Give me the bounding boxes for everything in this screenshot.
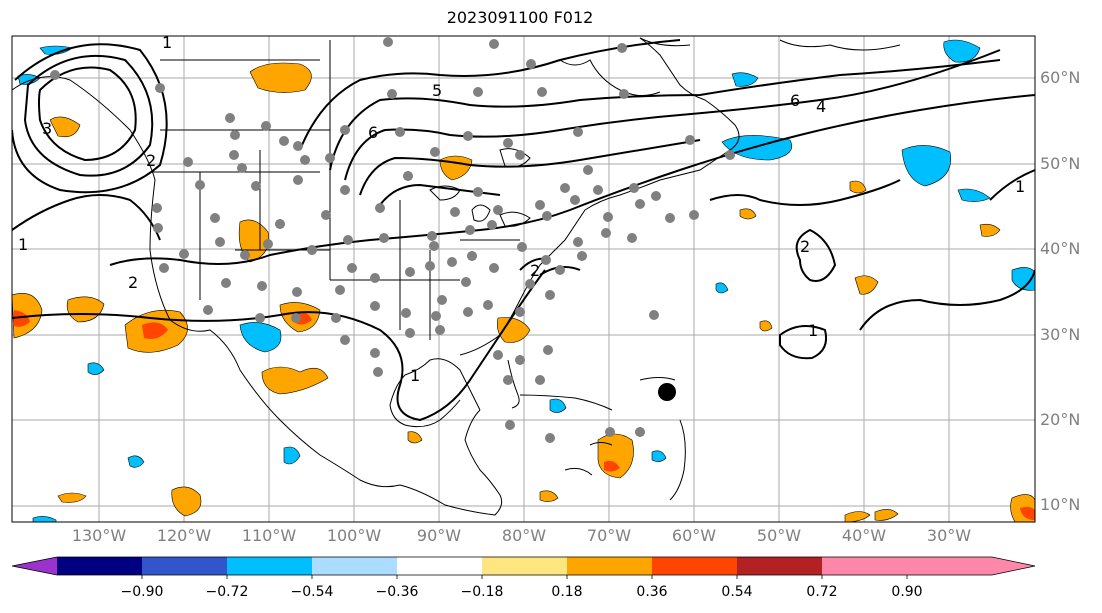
- colorbar-tick-label: 0.54: [721, 584, 753, 600]
- contour-label: 6: [368, 123, 378, 142]
- lon-label: 50°W: [756, 526, 802, 545]
- map-content: [12, 36, 1035, 522]
- lon-label: 110°W: [241, 526, 297, 545]
- station-dots: [50, 37, 735, 443]
- colorbar-tick-label: 0.36: [636, 584, 668, 600]
- colorbar-swatch: [822, 557, 907, 575]
- storm-marker: [658, 383, 676, 401]
- colorbar-swatch: [57, 557, 142, 575]
- colorbar-swatch: [652, 557, 737, 575]
- lat-label: 50°N: [1040, 154, 1081, 173]
- colorbar: [11, 556, 1036, 579]
- lat-label: 10°N: [1040, 495, 1081, 514]
- lon-label: 100°W: [326, 526, 382, 545]
- lon-label: 80°W: [501, 526, 547, 545]
- colorbar-swatch: [567, 557, 652, 575]
- contour-label: 5: [432, 81, 442, 100]
- lat-label: 30°N: [1040, 325, 1081, 344]
- colorbar-swatch: [907, 557, 992, 575]
- colorbar-tick-label: −0.90: [120, 584, 164, 600]
- colorbar-extend-high: [992, 557, 1035, 575]
- lat-label: 20°N: [1040, 410, 1081, 429]
- lon-label: 60°W: [671, 526, 717, 545]
- colorbar-tick-label: 0.90: [891, 584, 923, 600]
- contour-label: 2: [146, 151, 156, 170]
- contour-label: 2: [128, 273, 138, 292]
- lon-label: 120°W: [156, 526, 212, 545]
- colorbar-tick-label: −0.36: [375, 584, 419, 600]
- colorbar-swatch: [397, 557, 482, 575]
- lon-label: 30°W: [926, 526, 972, 545]
- contour-label: 1: [808, 321, 818, 340]
- colorbar-swatch: [227, 557, 312, 575]
- lon-label: 130°W: [71, 526, 127, 545]
- colorbar-tick-label: −0.18: [460, 584, 504, 600]
- contour-label: 1: [18, 235, 28, 254]
- colorbar-tick-label: −0.54: [290, 584, 334, 600]
- lat-label: 60°N: [1040, 68, 1081, 87]
- colorbar-tick-label: −0.72: [205, 584, 249, 600]
- map-frame: [11, 35, 1036, 523]
- contour-label: 6: [790, 91, 800, 110]
- colorbar-extend-low: [12, 557, 57, 575]
- colorbar-swatch: [737, 557, 822, 575]
- contour-label: 2: [530, 261, 540, 280]
- lon-label: 40°W: [841, 526, 887, 545]
- contour-label: 4: [816, 97, 826, 116]
- contour-label-group: 1 1 1 1 1 2 2 2 2 3 4 5 6 6: [18, 33, 1025, 385]
- contour-label: 1: [162, 33, 172, 52]
- figure-title: 2023091100 F012: [446, 8, 594, 27]
- colorbar-tick-label: 0.72: [806, 584, 838, 600]
- lon-label: 90°W: [416, 526, 462, 545]
- coastlines: [12, 37, 901, 516]
- contour-label: 1: [410, 366, 420, 385]
- lon-label: 70°W: [586, 526, 632, 545]
- colorbar-swatch: [482, 557, 567, 575]
- contour-label: 3: [42, 119, 52, 138]
- colorbar-swatch: [312, 557, 397, 575]
- contour-label: 2: [800, 237, 810, 256]
- lat-label: 40°N: [1040, 239, 1081, 258]
- colorbar-tick-label: 0.18: [551, 584, 583, 600]
- contour-label: 1: [1015, 177, 1025, 196]
- contour-lines: [12, 39, 1035, 422]
- colorbar-swatch: [142, 557, 227, 575]
